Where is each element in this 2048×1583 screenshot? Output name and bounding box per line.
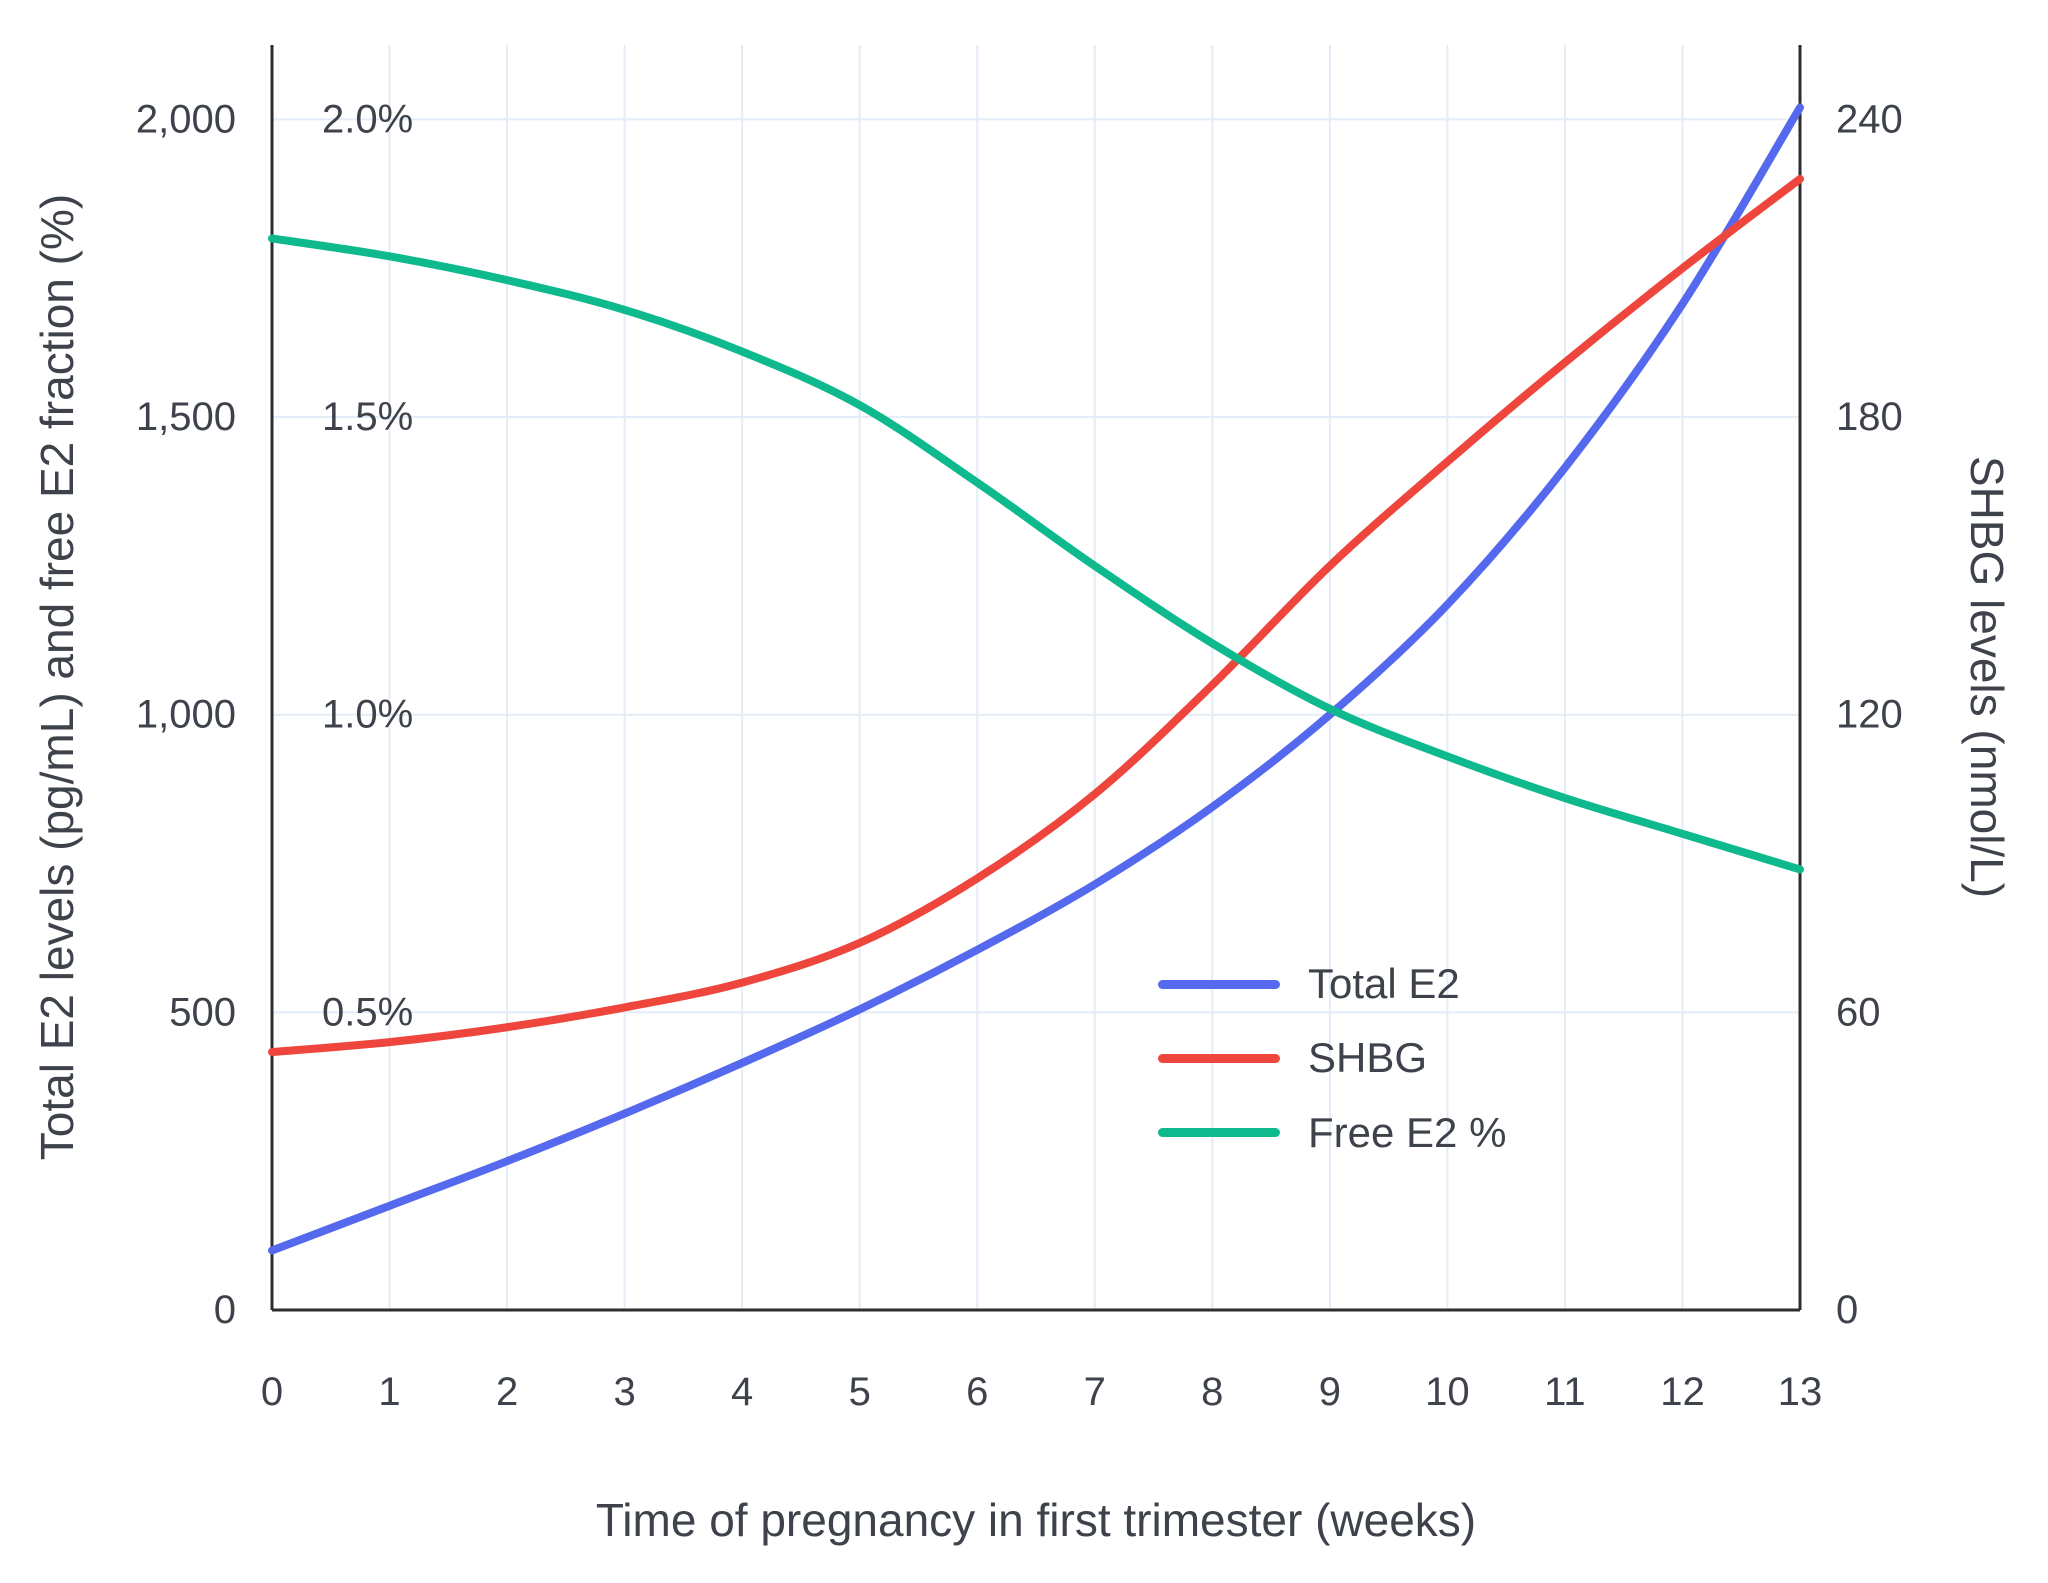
- right-axis-tick-label: 180: [1836, 395, 1903, 439]
- legend-label: Total E2: [1308, 960, 1460, 1007]
- pct-tick-label: 1.5%: [322, 395, 413, 439]
- series-line-total-e2: [268, 103, 1804, 1255]
- x-axis-tick-label: 12: [1660, 1370, 1705, 1414]
- right-axis-title: SHBG levels (nmol/L): [1961, 455, 2013, 899]
- pct-tick-label: 1.0%: [322, 693, 413, 737]
- legend-swatch-shbg: [1158, 1053, 1280, 1063]
- left-axis-tick-label: 1,000: [136, 693, 236, 737]
- x-axis-tick-label: 9: [1319, 1370, 1341, 1414]
- legend-swatch-free-e2: [1158, 1128, 1280, 1138]
- series-lines: [268, 103, 1804, 1255]
- left-axis-tick-label: 500: [169, 990, 236, 1034]
- right-axis-tick-label: 120: [1836, 693, 1903, 737]
- right-axis-tick-label: 240: [1836, 97, 1903, 141]
- gridlines: [272, 45, 1800, 1310]
- right-axis-tick-label: 60: [1836, 990, 1881, 1034]
- legend-item-total-e2[interactable]: Total E2: [1158, 960, 1506, 1008]
- left-axis-title: Total E2 levels (pg/mL) and free E2 frac…: [31, 193, 83, 1161]
- legend-label: SHBG: [1308, 1034, 1428, 1082]
- series-line-free-e2: [268, 234, 1804, 874]
- x-axis-tick-label: 3: [613, 1370, 635, 1414]
- x-axis-tick-label: 11: [1544, 1370, 1586, 1414]
- axis-tick-labels: 05001,0001,5002,0000.5%1.0%1.5%2.0%06012…: [136, 97, 1903, 1414]
- x-axis-tick-label: 7: [1084, 1370, 1106, 1414]
- legend-item-free-e2[interactable]: Free E2 %: [1158, 1109, 1506, 1157]
- x-axis-tick-label: 8: [1201, 1370, 1223, 1414]
- legend-swatch-total-e2: [1158, 979, 1280, 989]
- x-axis-tick-label: 4: [731, 1370, 753, 1414]
- x-axis-tick-label: 10: [1425, 1370, 1470, 1414]
- x-axis-title: Time of pregnancy in first trimester (we…: [595, 1494, 1477, 1546]
- x-axis-tick-label: 13: [1778, 1370, 1823, 1414]
- legend-item-shbg[interactable]: SHBG: [1158, 1034, 1506, 1082]
- x-axis-tick-label: 0: [261, 1370, 283, 1414]
- x-axis-tick-label: 1: [378, 1370, 400, 1414]
- pct-tick-label: 0.5%: [322, 990, 413, 1034]
- left-axis-tick-label: 0: [214, 1288, 236, 1332]
- x-axis-tick-label: 5: [849, 1370, 871, 1414]
- pct-tick-label: 2.0%: [322, 97, 413, 141]
- series-line-shbg: [268, 174, 1804, 1057]
- legend: Total E2 SHBG Free E2 %: [1158, 960, 1506, 1157]
- x-axis-tick-label: 6: [966, 1370, 988, 1414]
- right-axis-tick-label: 0: [1836, 1288, 1858, 1332]
- axes: [270, 45, 1802, 1312]
- left-axis-tick-label: 1,500: [136, 395, 236, 439]
- x-axis-tick-label: 2: [496, 1370, 518, 1414]
- legend-label: Free E2 %: [1308, 1108, 1507, 1156]
- left-axis-tick-label: 2,000: [136, 97, 236, 141]
